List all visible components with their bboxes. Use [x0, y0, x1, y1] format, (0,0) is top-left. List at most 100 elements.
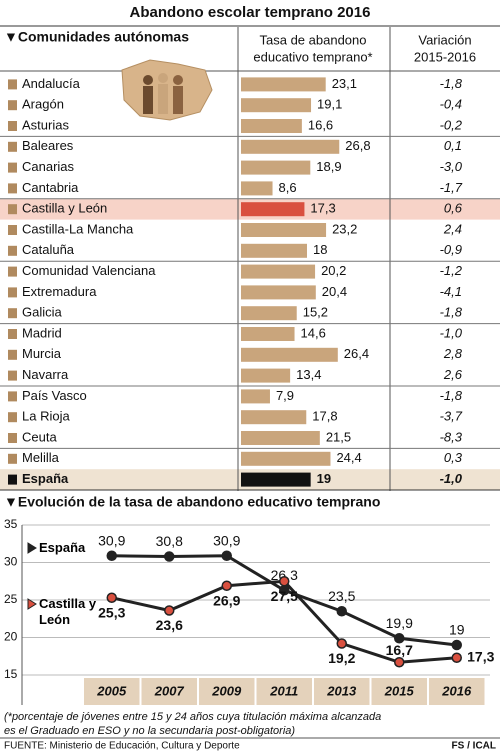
x-tick-label: 2011 [269, 683, 298, 698]
bar [241, 347, 338, 362]
value-label: 23,1 [332, 76, 357, 91]
source: FUENTE: Ministerio de Educación, Cultura… [4, 741, 240, 752]
category-label: Castilla-La Mancha [22, 221, 134, 236]
category-marker [8, 79, 17, 90]
bar [241, 243, 307, 258]
value-label: 21,5 [326, 429, 351, 444]
category-label: Canarias [22, 159, 75, 174]
category-label: Murcia [22, 346, 62, 361]
category-label: Andalucía [22, 76, 81, 91]
change-label: -1,0 [440, 325, 463, 340]
y-tick-label: 35 [4, 517, 18, 531]
value-label: 26,8 [345, 138, 370, 153]
change-label: 2,8 [443, 346, 463, 361]
category-label: Cataluña [22, 242, 75, 257]
column-header: Tasa de abandono [260, 32, 367, 47]
value-label: 24,4 [336, 450, 361, 465]
value-label: 23,2 [332, 221, 357, 236]
category-marker [8, 474, 17, 485]
category-cell [371, 678, 427, 705]
category-label: Extremadura [22, 284, 97, 299]
x-tick-label: 2007 [154, 683, 185, 698]
point [451, 639, 462, 651]
column-header: educativo temprano* [253, 49, 372, 64]
change-label: -3,7 [440, 409, 463, 424]
value-label: 19 [449, 622, 465, 638]
value-label: 26,3 [271, 567, 298, 583]
point [221, 580, 232, 591]
change-label: 0,3 [444, 450, 463, 465]
category-cell [199, 678, 255, 705]
x-tick-label: 2016 [441, 683, 472, 698]
change-label: -0,9 [440, 242, 462, 257]
category-label: Galicia [22, 305, 63, 320]
legend-label: España [39, 540, 86, 555]
bar [241, 98, 312, 113]
point [221, 550, 232, 561]
value-label: 14,6 [301, 325, 326, 340]
value-label: 30,8 [156, 533, 183, 549]
chart-title: Abandono escolar temprano 2016 [130, 4, 371, 21]
change-label: -8,3 [440, 429, 463, 444]
bar [241, 410, 307, 425]
point [394, 657, 405, 668]
bar [241, 264, 316, 279]
category-label: País Vasco [22, 388, 87, 403]
category-label: Comunidad Valenciana [22, 263, 156, 278]
category-cell [314, 678, 370, 705]
bar [241, 139, 340, 154]
change-label: -3,0 [440, 159, 463, 174]
value-label: 16,6 [308, 117, 333, 132]
change-label: -0,2 [440, 117, 463, 132]
category-label: Melilla [22, 450, 60, 465]
bar [241, 285, 316, 300]
change-label: -1,8 [440, 305, 463, 320]
change-label: 2,4 [443, 221, 462, 236]
value-label: 20,2 [321, 263, 346, 278]
change-label: -1,8 [440, 388, 463, 403]
category-marker [8, 245, 17, 256]
point [336, 638, 347, 649]
category-label: Ceuta [22, 429, 57, 444]
change-label: -1,2 [440, 263, 463, 278]
value-label: 18 [313, 242, 327, 257]
x-tick-label: 2013 [326, 683, 357, 698]
category-marker [8, 433, 17, 443]
category-marker [8, 453, 17, 464]
value-label: 19 [317, 471, 331, 486]
category-cell [256, 678, 312, 705]
category-label: Asturias [22, 117, 69, 132]
y-tick-label: 30 [4, 555, 18, 569]
value-label: 7,9 [276, 388, 294, 403]
category-label: Cantabria [22, 180, 79, 195]
point [106, 592, 117, 603]
change-label: -0,4 [440, 97, 462, 112]
bar [241, 119, 302, 133]
bar [241, 389, 270, 404]
category-marker [8, 225, 17, 235]
point [106, 550, 117, 561]
category-marker [8, 141, 17, 152]
bar [241, 223, 327, 237]
bar [241, 202, 305, 217]
column-header: 2015-2016 [414, 49, 476, 64]
bar [241, 368, 291, 383]
category-marker [8, 391, 17, 402]
footnote: (*porcentaje de jóvenes entre 15 y 24 añ… [4, 711, 381, 723]
value-label: 23,5 [328, 588, 355, 604]
change-label: -1,7 [440, 180, 463, 195]
value-label: 17,3 [467, 648, 494, 664]
map-icon [121, 59, 213, 121]
category-label: Aragón [22, 97, 64, 112]
value-label: 19,9 [386, 615, 413, 631]
category-marker [8, 266, 17, 277]
category-label: España [22, 471, 69, 486]
category-marker [8, 329, 17, 339]
value-label: 20,4 [322, 284, 347, 299]
category-cell [429, 678, 485, 705]
value-label: 19,2 [328, 650, 355, 666]
bar [241, 472, 311, 487]
column-header: Variación [418, 32, 471, 47]
